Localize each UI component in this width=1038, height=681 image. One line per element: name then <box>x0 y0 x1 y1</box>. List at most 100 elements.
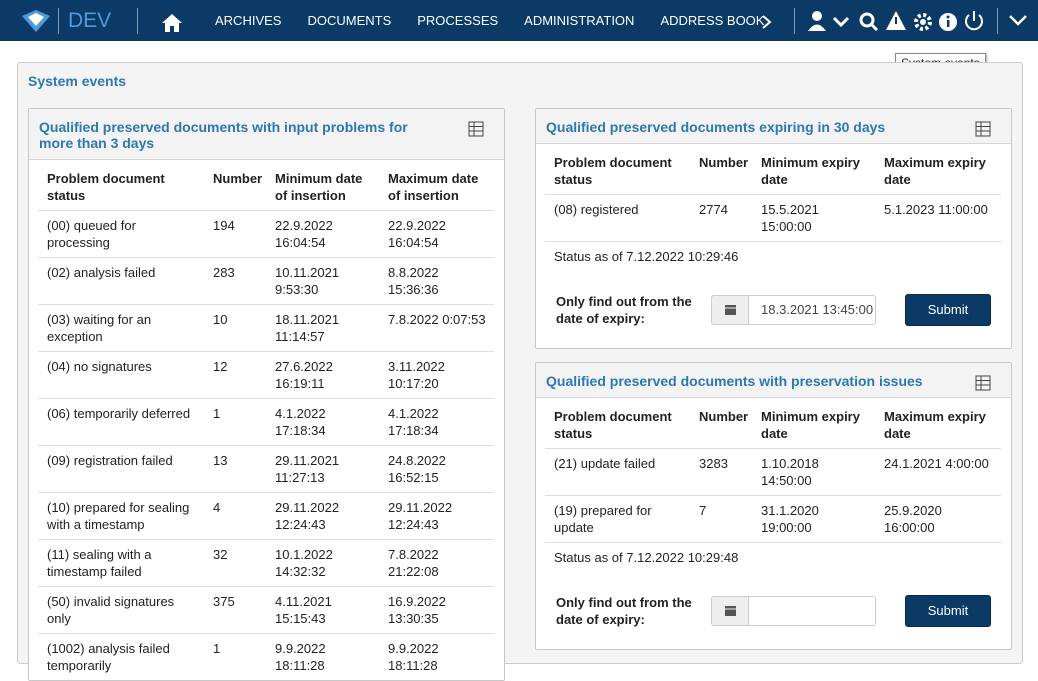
panel-title: Qualified preserved documents with prese… <box>546 373 923 389</box>
table-cell: 1 <box>204 633 266 680</box>
table-cell: 12 <box>204 351 266 399</box>
header-row: Problem document status Number Minimum dat… <box>38 160 494 211</box>
table-body: (00) queued for processing 194 22.9.2022 1… <box>38 210 494 680</box>
table-cell: 9.9.2022 18:11:28 <box>379 633 494 680</box>
table-cell: 18.11.2021 11:14:57 <box>266 304 379 352</box>
table-row: (06) temporarily deferred 1 4.1.2022 17:18… <box>38 398 494 446</box>
submit-button[interactable]: Submit <box>905 294 991 326</box>
filter-label: Only find out from the date of expiry: <box>556 294 692 326</box>
nav-item[interactable]: PROCESSES <box>417 13 499 28</box>
panel-header: Qualified preserved documents expiring i… <box>536 109 1011 144</box>
table-cell: (19) prepared for update <box>545 495 690 542</box>
nav-item[interactable]: ARCHIVES <box>215 13 282 28</box>
column-header: Number <box>699 155 749 170</box>
panel-header: Qualified preserved documents with prese… <box>536 363 1011 398</box>
table-row: (1002) analysis failed temporarily 1 9.9.2… <box>38 633 494 680</box>
table-cell: 13 <box>204 445 266 493</box>
table-cell: 22.9.2022 16:04:54 <box>379 210 494 258</box>
table-cell: 24.8.2022 16:52:15 <box>379 445 494 493</box>
filter: Only find out from the date of expiry: Su… <box>536 589 1011 649</box>
nav: ARCHIVES DOCUMENTS PROCESSES ADMINISTRATION… <box>215 0 764 41</box>
table-cell: 31.1.2020 19:00:00 <box>752 495 875 542</box>
header-row: Problem document status Number Minimum exp… <box>545 144 1001 195</box>
table-cell: 22.9.2022 16:04:54 <box>266 210 379 258</box>
table-cell: (00) queued for processing <box>38 210 204 258</box>
table-cell: (21) update failed <box>545 448 690 496</box>
panel: Qualified preserved documents with input… <box>28 108 505 681</box>
column-header: Minimum expiry date <box>761 155 860 187</box>
home-icon[interactable] <box>160 12 184 34</box>
status-text: Status as of 7.12.2022 10:29:48 <box>545 542 1002 579</box>
panel-header: Qualified preserved documents with input… <box>29 109 504 160</box>
date-input[interactable] <box>748 596 876 626</box>
table-row: (02) analysis failed 283 10.11.2021 9:53:3… <box>38 257 494 305</box>
logo-icon <box>22 10 50 32</box>
table-cell: 375 <box>204 586 266 634</box>
calendar-button[interactable] <box>711 295 749 325</box>
table-cell: (50) invalid signatures only <box>38 586 204 634</box>
separator <box>58 8 59 34</box>
table-cell: (09) registration failed <box>38 445 204 493</box>
table-cell: 10 <box>204 304 266 352</box>
table-row: (09) registration failed 13 29.11.2021 11:… <box>38 445 494 493</box>
table-cell: 4 <box>204 492 266 540</box>
table-cell: 15.5.2021 15:00:00 <box>752 194 875 241</box>
column-header: Number <box>213 171 263 186</box>
more-icon[interactable] <box>760 14 774 30</box>
panel: Qualified preserved documents with prese… <box>535 362 1012 650</box>
table-cell: 9.9.2022 18:11:28 <box>266 633 379 680</box>
table-cell: 5.1.2023 11:00:00 <box>875 194 1001 241</box>
section-title: System events <box>28 73 127 89</box>
table-head: Problem document status Number Minimum dat… <box>38 160 494 211</box>
table-cell: 7.8.2022 0:07:53 <box>379 304 494 352</box>
table-cell: 7 <box>690 495 752 542</box>
table-cell: 27.6.2022 16:19:11 <box>266 351 379 399</box>
panel-title: Qualified preserved documents with input… <box>39 119 408 151</box>
table-cell: (10) prepared for sealing with a timesta… <box>38 492 204 540</box>
table-icon-svg[interactable] <box>975 375 991 391</box>
calendar-icon[interactable] <box>712 597 748 625</box>
separator <box>137 8 138 34</box>
table-cell: 4.1.2022 17:18:34 <box>266 398 379 446</box>
table-cell: 283 <box>204 257 266 305</box>
column-header: Problem document status <box>47 171 165 203</box>
top-bar: DEV ARCHIVES DOCUMENTS PROCESSES ADMINISTRA… <box>0 0 1038 41</box>
table-row: (10) prepared for sealing with a timesta… <box>38 492 494 540</box>
table-cell: 1.10.2018 14:50:00 <box>752 448 875 496</box>
table-cell: 8.8.2022 15:36:36 <box>379 257 494 305</box>
header-row: Problem document status Number Minimum exp… <box>545 398 1001 449</box>
calendar-button[interactable] <box>711 596 749 626</box>
column-header: Maximum expiry date <box>884 155 986 187</box>
table-cell: 29.11.2022 12:24:43 <box>379 492 494 540</box>
table-cell: 16.9.2022 13:30:35 <box>379 586 494 634</box>
table-cell: (02) analysis failed <box>38 257 204 305</box>
table-cell: 4.11.2021 15:15:43 <box>266 586 379 634</box>
table-cell: 7.8.2022 21:22:08 <box>379 539 494 587</box>
table-cell: 24.1.2021 4:00:00 <box>875 448 1001 496</box>
table-row: (00) queued for processing 194 22.9.2022 1… <box>38 210 494 258</box>
table-cell: 10.1.2022 14:32:32 <box>266 539 379 587</box>
section: System events Qualified preserved docume… <box>17 62 1023 681</box>
toolbar-icons <box>808 8 1027 34</box>
table-cell: 1 <box>204 398 266 446</box>
column-header: Maximum date of insertion <box>388 171 479 203</box>
date-input[interactable]: 18.3.2021 13:45:00 <box>748 295 876 325</box>
submit-button[interactable]: Submit <box>905 595 991 627</box>
table-row: (08) registered 2774 15.5.2021 15:00:00 5.1… <box>545 194 1001 241</box>
table-cell: 25.9.2020 16:00:00 <box>875 495 1001 542</box>
status-text: Status as of 7.12.2022 10:29:46 <box>545 241 1002 278</box>
table-cell: 10.11.2021 9:53:30 <box>266 257 379 305</box>
column-header: Minimum expiry date <box>761 409 860 441</box>
column-header: Maximum expiry date <box>884 409 986 441</box>
nav-item[interactable]: ADMINISTRATION <box>524 13 635 28</box>
table-cell: (06) temporarily deferred <box>38 398 204 446</box>
table-row: (04) no signatures 12 27.6.2022 16:19:11 3.… <box>38 351 494 399</box>
nav-item[interactable]: ADDRESS BOOK <box>660 13 765 28</box>
calendar-icon[interactable] <box>712 296 748 324</box>
table-icon-svg[interactable] <box>468 121 484 137</box>
nav-item[interactable]: DOCUMENTS <box>307 13 392 28</box>
table-icon-svg[interactable] <box>975 121 991 137</box>
table-cell: (11) sealing with a timestamp failed <box>38 539 204 587</box>
data-table: Problem document status Number Minimum exp… <box>545 144 1001 241</box>
